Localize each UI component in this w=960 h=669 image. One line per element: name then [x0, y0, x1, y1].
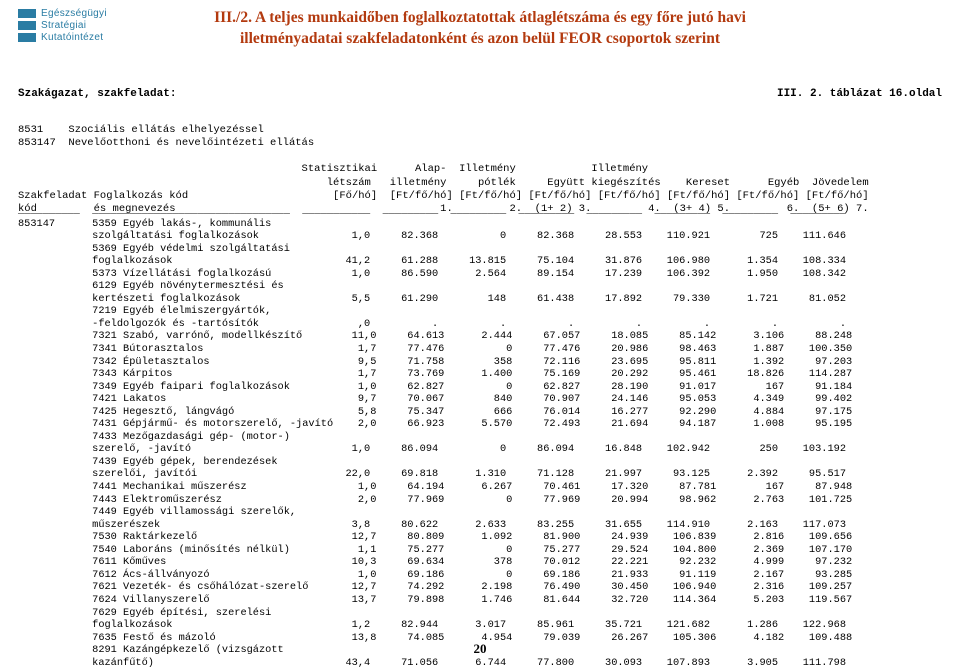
table-row: 7449 Egyéb villamossági szerelők, — [18, 506, 296, 518]
page-title: III./2. A teljes munkaidőben foglalkozta… — [214, 8, 746, 50]
table-row: 7425 Hegesztő, lángvágó 5,8 75.347 666 7… — [18, 406, 852, 418]
section-label: Szakágazat, szakfeladat: — [18, 88, 176, 100]
table-row: 7612 Ács-állványozó 1,0 69.186 0 69.186 … — [18, 569, 852, 581]
sub-line1: 8531 Szociális ellátás elhelyezéssel — [18, 124, 264, 136]
sub-line2: 853147 Nevelőotthoni és nevelőintézeti e… — [18, 137, 314, 149]
title-line1: III./2. A teljes munkaidőben foglalkozta… — [214, 9, 746, 26]
table-row: 7342 Épületasztalos 9,5 71.758 358 72.11… — [18, 356, 852, 368]
table-row: szerelő, -javító 1,0 86.094 0 86.094 16.… — [18, 443, 846, 455]
table-row: 6129 Egyéb növénytermesztési és — [18, 280, 284, 292]
table-row: 7530 Raktárkezelő 12,7 80.809 1.092 81.9… — [18, 531, 852, 543]
table-row: 7431 Gépjármű- és motorszerelő, -javító … — [18, 418, 852, 430]
table-row: 7433 Mezőgazdasági gép- (motor-) — [18, 431, 290, 443]
table-row: 7611 Kőműves 10,3 69.634 378 70.012 22.2… — [18, 556, 852, 568]
table-row: 7439 Egyéb gépek, berendezések — [18, 456, 278, 468]
data-table: __________ _____________________________… — [18, 205, 852, 669]
table-row: foglalkozások 1,2 82.944 3.017 85.961 35… — [18, 619, 846, 631]
col-header-1: Statisztikai Alap- Illetmény Illetmény — [18, 163, 648, 175]
logo-bar-icon — [18, 9, 36, 18]
table-row: 7349 Egyéb faipari foglalkozások 1,0 62.… — [18, 381, 852, 393]
table-row: 7343 Kárpitos 1,7 73.769 1.400 75.169 20… — [18, 368, 852, 380]
table-row: 7443 Elektroműszerész 2,0 77.969 0 77.96… — [18, 494, 852, 506]
col-header-2: létszám illetmény pótlék Együtt kiegészí… — [18, 177, 869, 189]
logo-line3: Kutatóintézet — [41, 32, 103, 43]
table-row: 853147 5359 Egyéb lakás-, kommunális — [18, 218, 271, 230]
table-row: 7341 Bútorasztalos 1,7 77.476 0 77.476 2… — [18, 343, 852, 355]
logo-line2: Stratégiai — [41, 20, 86, 31]
table-row: 7540 Laboráns (minősítés nélkül) 1,1 75.… — [18, 544, 852, 556]
table-row: 7629 Egyéb építési, szerelési — [18, 607, 271, 619]
rule-top: __________ _____________________________… — [18, 205, 846, 217]
table-row: 7421 Lakatos 9,7 70.067 840 70.907 24.14… — [18, 393, 852, 405]
table-row: 7321 Szabó, varrónő, modellkészítő 11,0 … — [18, 330, 852, 342]
table-row: 7621 Vezeték- és csőhálózat-szerelő 12,7… — [18, 581, 852, 593]
col-header-3: Szakfeladat Foglalkozás kód [Fő/hó] [Ft/… — [18, 190, 869, 202]
table-row: foglalkozások 41,2 61.288 13.815 75.104 … — [18, 255, 846, 267]
page-indicator: III. 2. táblázat 16.oldal — [777, 88, 942, 100]
table-row: szerelői, javítói 22,0 69.818 1.310 71.1… — [18, 468, 846, 480]
page-reference-row: Szakágazat, szakfeladat: III. 2. tábláza… — [18, 88, 942, 100]
table-row: 7624 Villanyszerelő 13,7 79.898 1.746 81… — [18, 594, 852, 606]
header-block: 8531 Szociális ellátás elhelyezéssel 853… — [18, 124, 869, 216]
table-row: -feldolgozók és -tartósítók ,0 . . . . .… — [18, 318, 846, 330]
table-row: 5373 Vízellátási foglalkozású 1,0 86.590… — [18, 268, 846, 280]
table-row: 7441 Mechanikai műszerész 1,0 64.194 6.2… — [18, 481, 852, 493]
org-logo: Egészségügyi Stratégiai Kutatóintézet — [18, 8, 107, 44]
logo-bar-icon — [18, 21, 36, 30]
table-row: szolgáltatási foglalkozások 1,0 82.368 0… — [18, 230, 846, 242]
table-row: 5369 Egyéb védelmi szolgáltatási — [18, 243, 290, 255]
page-number: 20 — [0, 641, 960, 657]
table-row: kertészeti foglalkozások 5,5 61.290 148 … — [18, 293, 846, 305]
logo-bar-icon — [18, 33, 36, 42]
page-title-wrap: III./2. A teljes munkaidőben foglalkozta… — [0, 0, 960, 50]
table-row: műszerészek 3,8 80.622 2.633 83.255 31.6… — [18, 519, 846, 531]
logo-line1: Egészségügyi — [41, 8, 107, 19]
title-line2: illetményadatai szakfeladatonként és azo… — [240, 30, 720, 47]
table-row: 7219 Egyéb élelmiszergyártók, — [18, 305, 271, 317]
